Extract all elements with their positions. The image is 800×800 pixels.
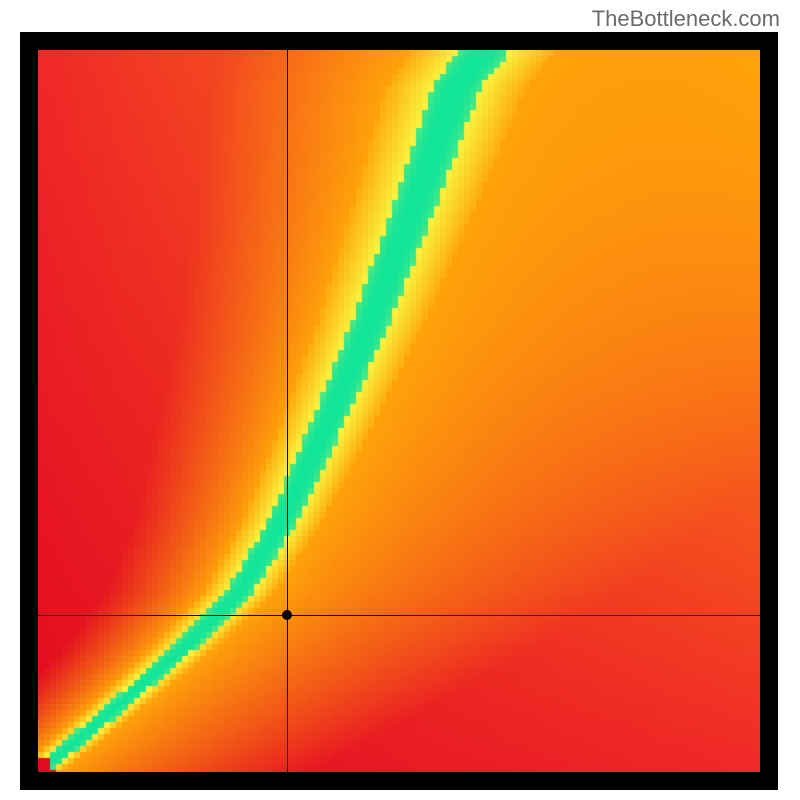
crosshair-vertical — [287, 50, 288, 772]
watermark-text: TheBottleneck.com — [592, 6, 780, 32]
chart-frame — [20, 32, 778, 790]
crosshair-horizontal — [38, 615, 760, 616]
plot-area — [38, 50, 760, 772]
crosshair-marker — [282, 610, 292, 620]
heatmap-canvas — [38, 50, 760, 772]
chart-container: TheBottleneck.com — [0, 0, 800, 800]
